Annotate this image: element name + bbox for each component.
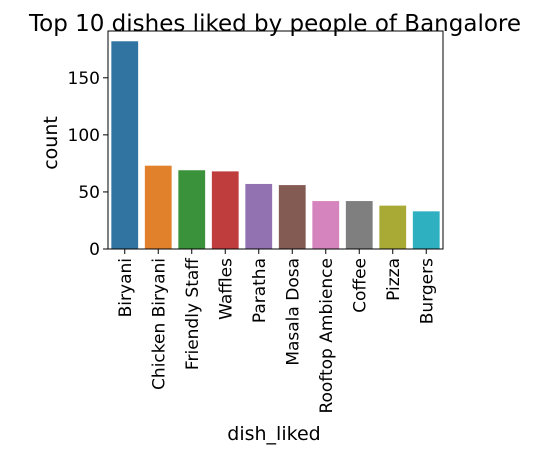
x-tick-label: Paratha [250,258,270,323]
bar-waffles [211,171,239,249]
y-tick-label: 0 [89,240,100,260]
y-axis-label: count [40,116,62,170]
bar-coffee [345,201,373,249]
x-tick-label: Chicken Biryani [149,258,169,390]
x-tick-label: Rooftop Ambience [317,258,337,414]
x-tick-label: Coffee [350,258,370,313]
x-tick-label: Biryani [116,258,136,317]
bar-burgers [412,211,440,249]
bar-pizza [379,205,407,249]
x-axis-label: dish_liked [227,423,320,445]
y-tick-label: 50 [78,183,100,203]
bar-paratha [245,183,273,249]
x-tick-label: Pizza [384,258,404,301]
x-tick-label: Waffles [216,258,236,320]
plot-area: 0 50 100 150 Biryani Chicken Biryani Friendly … [68,30,444,414]
y-tick-label: 150 [68,69,100,89]
bar-biryani [111,41,139,250]
bar-friendly-staff [178,170,206,249]
bar-masala-dosa [278,185,306,249]
x-tick-label: Masala Dosa [283,258,303,366]
x-tick-label: Burgers [417,258,437,324]
x-tick-label: Friendly Staff [183,257,203,370]
chart-title: Top 10 dishes liked by people of Bangalo… [28,11,521,37]
plot-frame [107,30,444,250]
bar-chicken-biryani [144,165,172,249]
y-tick-label: 100 [68,126,100,146]
bar-rooftop-ambience [312,201,340,249]
